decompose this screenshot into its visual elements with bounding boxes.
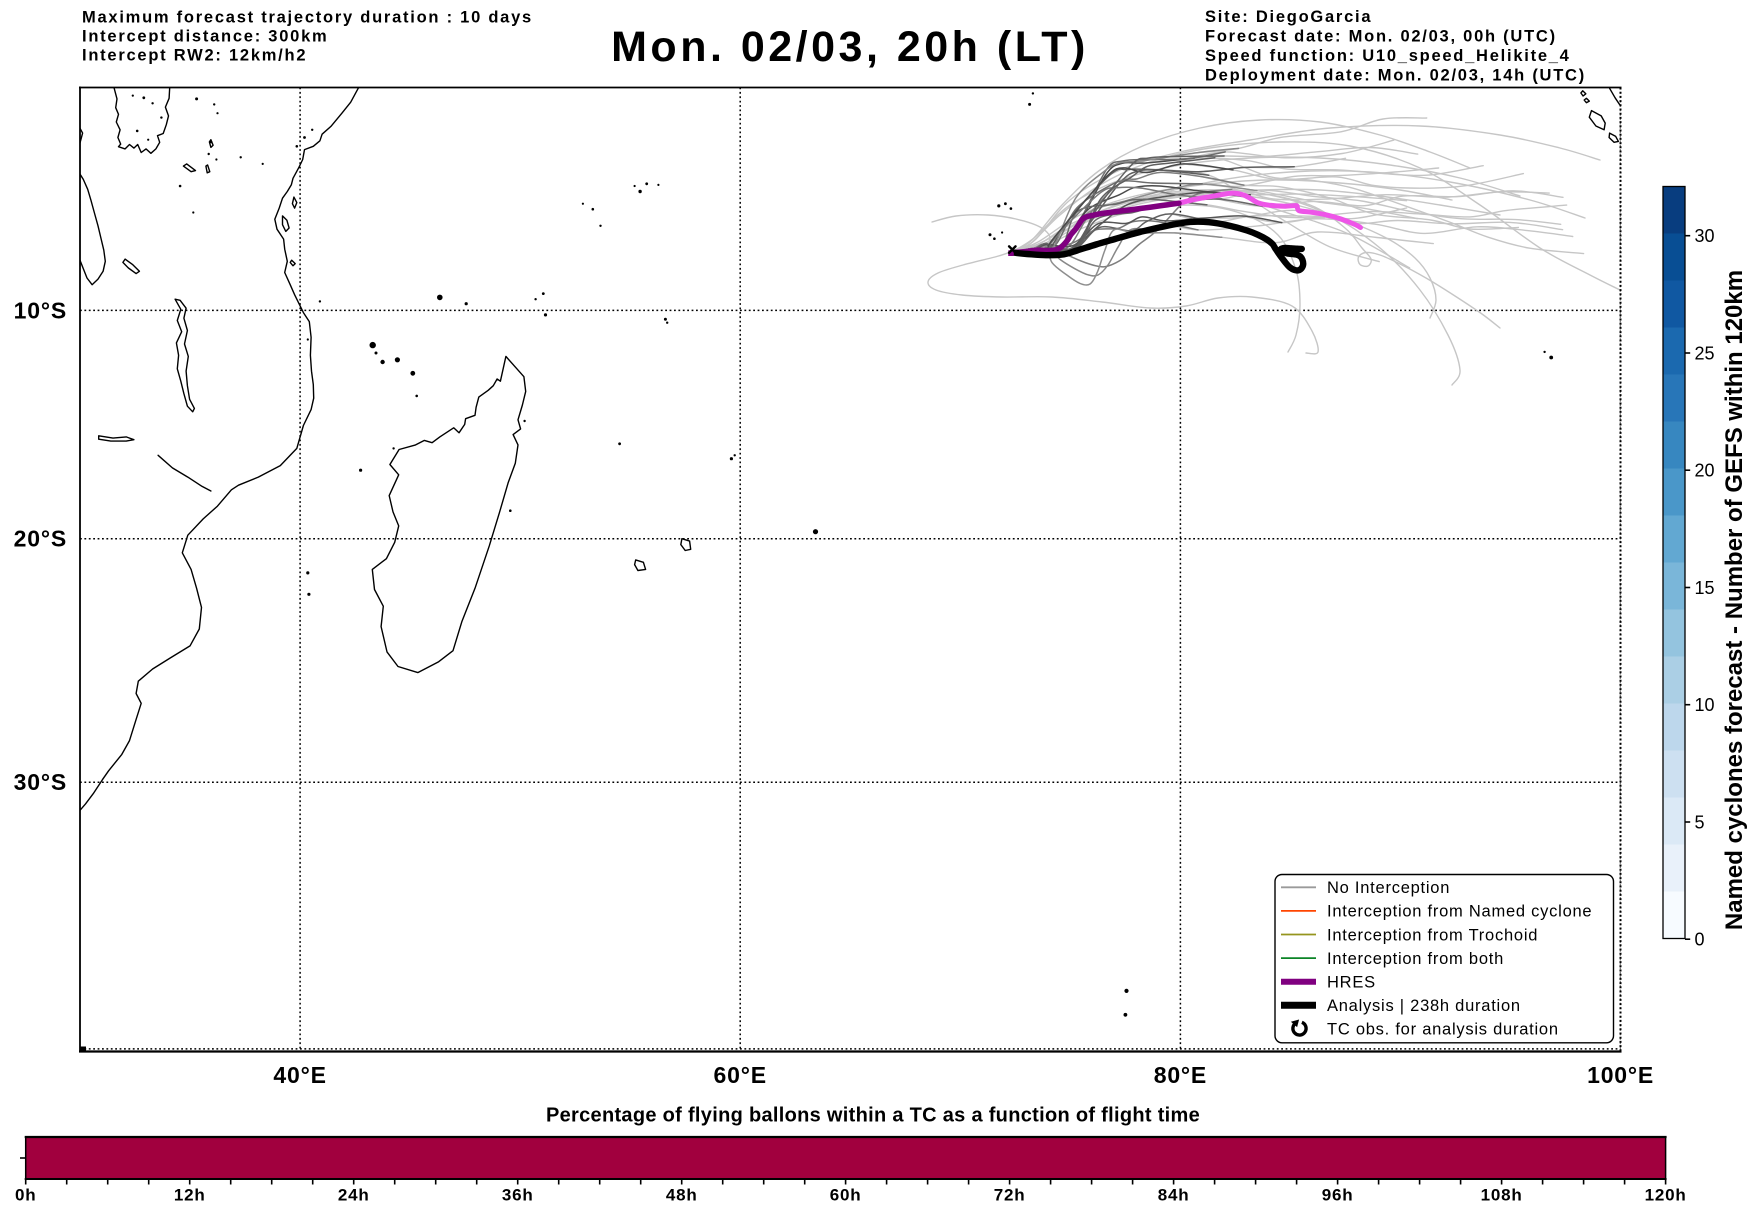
svg-text:12h: 12h — [174, 1186, 206, 1205]
svg-text:Site: DiegoGarcia: Site: DiegoGarcia — [1205, 8, 1372, 26]
svg-text:30: 30 — [1695, 226, 1715, 246]
svg-text:40°E: 40°E — [273, 1062, 326, 1088]
svg-text:25: 25 — [1695, 343, 1715, 363]
svg-text:30°S: 30°S — [14, 769, 67, 795]
svg-text:60h: 60h — [830, 1186, 862, 1205]
svg-text:100°E: 100°E — [1587, 1062, 1654, 1088]
svg-text:10: 10 — [1695, 695, 1715, 715]
svg-text:Maximum forecast trajectory du: Maximum forecast trajectory duration : 1… — [82, 9, 533, 27]
svg-text:Interception from both: Interception from both — [1327, 950, 1504, 968]
svg-text:20: 20 — [1695, 461, 1715, 481]
svg-text:15: 15 — [1695, 578, 1715, 598]
svg-text:HRES: HRES — [1327, 974, 1376, 992]
svg-text:0: 0 — [1695, 930, 1705, 950]
svg-text:Intercept RW2: 12km/h2: Intercept RW2: 12km/h2 — [82, 47, 307, 65]
svg-text:Speed function: U10_speed_Heli: Speed function: U10_speed_Helikite_4 — [1205, 47, 1571, 65]
svg-text:TC obs. for analysis duration: TC obs. for analysis duration — [1327, 1021, 1559, 1039]
svg-text:Analysis | 238h duration: Analysis | 238h duration — [1327, 997, 1521, 1015]
svg-text:80°E: 80°E — [1154, 1062, 1207, 1088]
svg-text:20°S: 20°S — [14, 526, 67, 552]
svg-text:0h: 0h — [15, 1186, 36, 1205]
svg-text:10°S: 10°S — [14, 297, 67, 323]
svg-text:Interception from Trochoid: Interception from Trochoid — [1327, 926, 1538, 944]
svg-text:Named cyclones forecast - Numb: Named cyclones forecast - Number of GEFS… — [1721, 270, 1748, 930]
svg-text:84h: 84h — [1158, 1186, 1190, 1205]
svg-text:120h: 120h — [1645, 1186, 1687, 1205]
svg-text:72h: 72h — [994, 1186, 1026, 1205]
svg-text:36h: 36h — [502, 1186, 534, 1205]
svg-text:No Interception: No Interception — [1327, 879, 1450, 897]
svg-text:Percentage of flying ballons w: Percentage of flying ballons within a TC… — [546, 1105, 1200, 1127]
svg-text:96h: 96h — [1322, 1186, 1354, 1205]
svg-text:Intercept distance: 300km: Intercept distance: 300km — [82, 28, 328, 46]
svg-text:5: 5 — [1695, 812, 1705, 832]
svg-text:24h: 24h — [338, 1186, 370, 1205]
svg-text:60°E: 60°E — [714, 1062, 767, 1088]
svg-text:48h: 48h — [666, 1186, 698, 1205]
svg-text:Mon. 02/03, 20h (LT): Mon. 02/03, 20h (LT) — [611, 23, 1089, 71]
svg-text:Deployment date: Mon. 02/03, 1: Deployment date: Mon. 02/03, 14h (UTC) — [1205, 67, 1586, 85]
svg-text:Interception from Named cyclon: Interception from Named cyclone — [1327, 903, 1592, 921]
svg-text:108h: 108h — [1481, 1186, 1523, 1205]
svg-text:Forecast date: Mon. 02/03, 00h: Forecast date: Mon. 02/03, 00h (UTC) — [1205, 28, 1557, 46]
